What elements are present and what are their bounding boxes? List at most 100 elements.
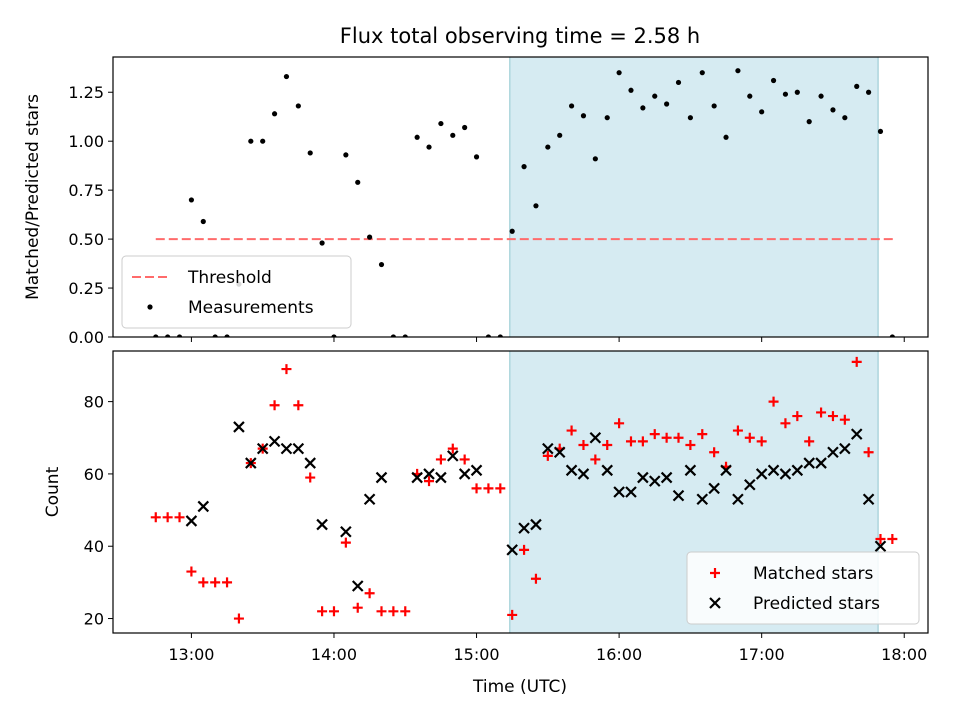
matched-star-point: [376, 606, 387, 617]
measurement-point: [759, 109, 765, 115]
legend-label: Measurements: [188, 298, 314, 318]
measurement-point: [533, 203, 539, 209]
predicted-star-point: [684, 464, 697, 477]
matched-star-point: [364, 588, 375, 599]
measurement-point: [248, 138, 254, 144]
measurement-point: [842, 115, 848, 121]
measurement-point: [877, 128, 884, 135]
matched-star-point: [768, 396, 779, 407]
y-tick-label: 60: [84, 465, 104, 484]
predicted-star-point: [518, 522, 530, 534]
y-tick-label: 1.00: [68, 132, 104, 151]
y-tick-label: 20: [84, 610, 104, 629]
predicted-star-point: [458, 468, 471, 480]
matched-star-point: [744, 432, 755, 443]
measurement-point: [426, 144, 432, 150]
measurement-point: [402, 334, 408, 337]
measurement-point: [367, 234, 373, 240]
measurement-point: [271, 111, 278, 117]
y-tick-label: 1.25: [68, 83, 104, 102]
predicted-star-point: [803, 457, 815, 469]
predicted-star-point: [672, 489, 685, 502]
measurement-point: [509, 228, 515, 234]
legend-box: [121, 255, 352, 329]
measurement-point: [497, 334, 503, 337]
predicted-star-point: [791, 464, 804, 477]
measurement-point: [604, 115, 610, 121]
measurement-point: [153, 334, 159, 337]
predicted-star-point: [637, 471, 649, 484]
x-tick-label: 14:00: [311, 645, 357, 664]
matched-star-point: [542, 450, 553, 461]
measurement-point: [188, 197, 195, 203]
measurement-point: [568, 103, 575, 109]
chart-title: Flux total observing time = 2.58 h: [340, 24, 700, 48]
measurement-point: [818, 93, 824, 99]
matched-star-point: [150, 512, 161, 523]
measurement-point: [295, 103, 301, 109]
matched-star-point: [756, 436, 767, 447]
measurement-point: [830, 107, 836, 113]
matched-star-point: [851, 356, 862, 367]
top-panel: 0.00 0.25 0.50 0.75 1.00 1.25 Matched/Predicte…: [23, 56, 929, 347]
predicted-star-point: [316, 518, 328, 531]
matched-star-point: [162, 512, 173, 523]
measurement-point: [747, 93, 753, 99]
x-tick-label: 18:00: [881, 645, 927, 664]
matched-star-point: [233, 613, 244, 624]
measurement-point: [176, 334, 183, 337]
matched-star-point: [471, 483, 482, 494]
legend: Matched stars Predicted stars: [686, 551, 920, 625]
matched-star-point: [839, 414, 850, 425]
measurement-point: [462, 124, 468, 131]
y-tick-label: 80: [84, 393, 104, 412]
predicted-star-point: [435, 471, 447, 484]
matched-star-point: [210, 577, 221, 588]
predicted-star-point: [185, 515, 198, 527]
matched-star-point: [222, 577, 233, 588]
y-tick-label: 0.75: [68, 181, 104, 200]
predicted-star-point: [613, 486, 625, 498]
measurement-point: [699, 70, 705, 76]
measurement-point: [770, 77, 777, 84]
measurement-point: [854, 83, 860, 89]
matched-star-point: [435, 454, 446, 465]
predicted-star-point: [542, 442, 554, 455]
measurement-point: [414, 134, 420, 140]
matched-star-point: [614, 418, 625, 429]
predicted-star-point: [411, 471, 423, 484]
matched-star-point: [174, 512, 185, 523]
measurement-point: [200, 218, 206, 225]
measurement-point: [319, 240, 325, 246]
x-tick-label: 16:00: [596, 645, 642, 664]
matched-star-point: [400, 606, 411, 617]
predicted-star-point: [292, 442, 305, 455]
predicted-star-point: [839, 442, 851, 455]
matched-star-point: [566, 425, 577, 436]
legend-box: [686, 551, 920, 625]
matched-star-point: [495, 483, 506, 494]
measurement-point: [343, 152, 349, 158]
predicted-star-point: [874, 540, 887, 553]
predicted-star-point: [601, 464, 614, 477]
legend-matched-swatch: [710, 568, 720, 578]
matched-star-point: [661, 432, 672, 443]
x-tick-label: 15:00: [453, 645, 499, 664]
x-tick-label: 13:00: [168, 645, 214, 664]
matched-star-point: [447, 443, 458, 454]
predicted-star-point: [470, 464, 483, 477]
matched-star-point: [637, 436, 648, 447]
x-axis-label: Time (UTC): [472, 677, 567, 697]
measurement-point: [664, 101, 670, 107]
matched-star-point: [887, 534, 898, 544]
matched-star-point: [198, 577, 209, 588]
bottom-panel: 20 40 60 80 13:00 14:00 15:00 16:00 17:00 18:00 Co…: [43, 350, 929, 664]
legend-label: Threshold: [187, 268, 272, 288]
predicted-star-point: [720, 464, 732, 477]
matched-star-point: [328, 606, 339, 617]
matched-star-point: [317, 606, 328, 617]
measurement-point: [224, 334, 230, 337]
measurement-point: [212, 334, 218, 337]
matched-star-point: [709, 447, 720, 458]
predicted-star-point: [423, 468, 435, 480]
